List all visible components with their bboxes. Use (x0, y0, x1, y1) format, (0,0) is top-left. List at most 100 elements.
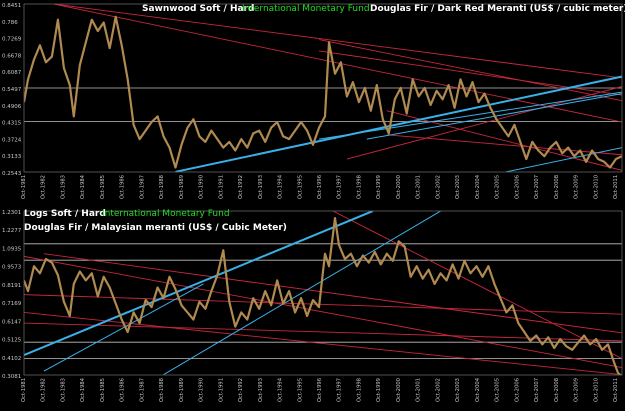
sawnwood-y-tick-label: 0.3133 (2, 154, 22, 160)
logs-red-trendline-1 (43, 253, 622, 334)
sawnwood-x-tick-label: Oct-1981 (21, 175, 27, 199)
sawnwood-x-tick-label: Oct-1998 (356, 175, 362, 199)
sawnwood-x-tick-label: Oct-2004 (475, 174, 481, 199)
sawnwood-x-tick-label: Oct-2007 (534, 175, 540, 199)
logs-x-tick-label: Oct-1984 (80, 377, 86, 402)
sawnwood-y-tick-label: 0.5497 (2, 87, 22, 93)
logs-y-tick-label: 1.2301 (2, 210, 21, 216)
sawnwood-x-tick-label: Oct-2001 (416, 175, 422, 199)
logs-x-tick-label: Oct-1986 (120, 378, 126, 402)
logs-red-trendline-5 (24, 294, 622, 315)
logs-x-tick-label: Oct-2007 (534, 378, 540, 402)
logs-x-tick-label: Oct-1990 (199, 378, 205, 402)
logs-x-tick-label: Oct-2010 (593, 378, 599, 402)
sawnwood-x-tick-label: Oct-1983 (60, 175, 66, 199)
logs-y-tick-label: 1.0935 (2, 246, 22, 252)
logs-x-tick-label: Oct-1985 (100, 378, 106, 402)
sawnwood-x-tick-label: Oct-1984 (80, 174, 86, 199)
sawnwood-x-tick-label: Oct-2006 (514, 175, 520, 199)
sawnwood-x-tick-label: Oct-1985 (100, 175, 106, 199)
sawnwood-y-tick-label: 0.7269 (2, 37, 22, 43)
logs-x-tick-label: Oct-1988 (159, 378, 165, 402)
sawnwood-trendlines (24, 4, 622, 172)
sawnwood-red-trendline-2 (318, 39, 622, 102)
logs-price-line (24, 217, 622, 375)
logs-x-tick-label: Oct-1997 (337, 378, 343, 402)
sawnwood-red-trendline-1 (53, 4, 622, 79)
logs-chart-panel: 1.2301 1.2277 1.0935 0.9573 0.8191 0.7169 0.61… (0, 205, 625, 411)
logs-blue-trendline-2 (43, 283, 204, 372)
sawnwood-y-tick-label: 0.4906 (2, 104, 22, 110)
sawnwood-blue-trendline-1 (318, 91, 622, 140)
logs-x-tick-label: Oct-2005 (495, 378, 501, 402)
logs-x-tick-label: Oct-1996 (317, 378, 323, 402)
sawnwood-x-tick-label: Oct-1994 (278, 174, 284, 199)
sawnwood-x-tick-label: Oct-1995 (297, 175, 303, 199)
sawnwood-x-tick-label: Oct-2000 (396, 175, 402, 199)
sawnwood-x-tick-label: Oct-2005 (495, 175, 501, 199)
logs-x-tick-label: Oct-2004 (475, 377, 481, 402)
sawnwood-x-tick-label: Oct-1991 (218, 175, 224, 199)
sawnwood-y-tick-label: 0.8451 (2, 3, 21, 9)
sawnwood-x-tick-label: Oct-1997 (337, 175, 343, 199)
logs-x-tick-label: Oct-1992 (238, 378, 244, 402)
logs-red-trendline-3 (24, 311, 622, 375)
sawnwood-y-tick-label: 0.2543 (2, 171, 22, 177)
logs-x-tick-label: Oct-1993 (258, 378, 264, 402)
logs-y-tick-label: 0.8191 (2, 283, 21, 289)
logs-x-tick-label: Oct-1991 (218, 378, 224, 402)
sawnwood-y-tick-label: 0.6087 (2, 70, 22, 76)
logs-x-tick-label: Oct-1982 (41, 378, 47, 402)
logs-blue-trendline-0 (24, 211, 374, 357)
logs-x-tick-label: Oct-1999 (376, 378, 382, 402)
sawnwood-x-tick-label: Oct-2008 (554, 175, 560, 199)
sawnwood-y-tick-label: 0.4315 (2, 121, 22, 127)
sawnwood-x-tick-label: Oct-1982 (41, 175, 47, 199)
logs-y-tick-label: 0.9573 (2, 265, 22, 271)
logs-y-tick-label: 1.2277 (2, 228, 22, 234)
logs-red-trendline-2 (332, 211, 622, 360)
logs-blue-trendline-1 (163, 211, 441, 375)
logs-y-tick-label: 0.3081 (2, 374, 21, 380)
logs-source-label: International Monetary Fund (102, 209, 230, 219)
sawnwood-blue-trendline-0 (175, 75, 622, 172)
logs-x-tick-label: Oct-1994 (278, 377, 284, 402)
logs-x-tick-label: Oct-2011 (613, 378, 619, 402)
sawnwood-y-tick-label: 0.3724 (2, 137, 22, 143)
sawnwood-x-tick-label: Oct-2010 (593, 175, 599, 199)
logs-x-tick-label: Oct-1981 (21, 378, 27, 402)
logs-y-tick-label: 0.5125 (2, 338, 22, 344)
sawnwood-x-tick-label: Oct-2011 (613, 175, 619, 199)
sawnwood-source-label: International Monetary Fund (242, 4, 370, 14)
sawnwood-x-tick-label: Oct-1988 (159, 175, 165, 199)
sawnwood-red-trendline-5 (386, 110, 622, 171)
logs-chart-subtitle: Douglas Fir / Malaysian meranti (US$ / C… (24, 223, 287, 233)
logs-x-tick-label: Oct-2006 (514, 378, 520, 402)
sawnwood-x-tick-label: Oct-1987 (139, 175, 145, 199)
sawnwood-x-tick-label: Oct-1996 (317, 175, 323, 199)
logs-plot-frame (23, 210, 623, 376)
sawnwood-y-tick-label: 0.786 (2, 20, 18, 26)
logs-x-tick-label: Oct-1987 (139, 378, 145, 402)
logs-x-tick-label: Oct-2003 (455, 378, 461, 402)
sawnwood-chart-subtitle: Douglas Fir / Dark Red Meranti (US$ / cu… (370, 4, 625, 14)
logs-x-tick-label: Oct-1983 (60, 378, 66, 402)
sawnwood-x-tick-label: Oct-1992 (238, 175, 244, 199)
sawnwood-blue-trendline-3 (506, 147, 622, 172)
logs-x-tick-label: Oct-1989 (179, 378, 185, 402)
sawnwood-chart-title: Sawnwood Soft / Hard (142, 4, 255, 14)
logs-chart-svg: 1.2301 1.2277 1.0935 0.9573 0.8191 0.7169 0.61… (2, 210, 623, 402)
logs-y-tick-label: 0.4102 (2, 356, 21, 362)
sawnwood-red-trendline-6 (346, 86, 622, 160)
sawnwood-x-tick-label: Oct-2003 (455, 175, 461, 199)
logs-x-tick-label: Oct-1998 (356, 378, 362, 402)
logs-x-tick-label: Oct-2002 (435, 378, 441, 402)
sawnwood-x-tick-label: Oct-1993 (258, 175, 264, 199)
sawnwood-chart-panel: 0.8451 0.786 0.7269 0.6678 0.6087 0.5497 0.490… (0, 0, 625, 205)
sawnwood-y-tick-label: 0.6678 (2, 53, 22, 59)
logs-y-tick-label: 0.7169 (2, 301, 22, 307)
logs-x-tick-label: Oct-2008 (554, 378, 560, 402)
sawnwood-price-line (24, 15, 622, 169)
logs-x-tick-label: Oct-2009 (574, 378, 580, 402)
sawnwood-plot-frame (23, 3, 623, 173)
